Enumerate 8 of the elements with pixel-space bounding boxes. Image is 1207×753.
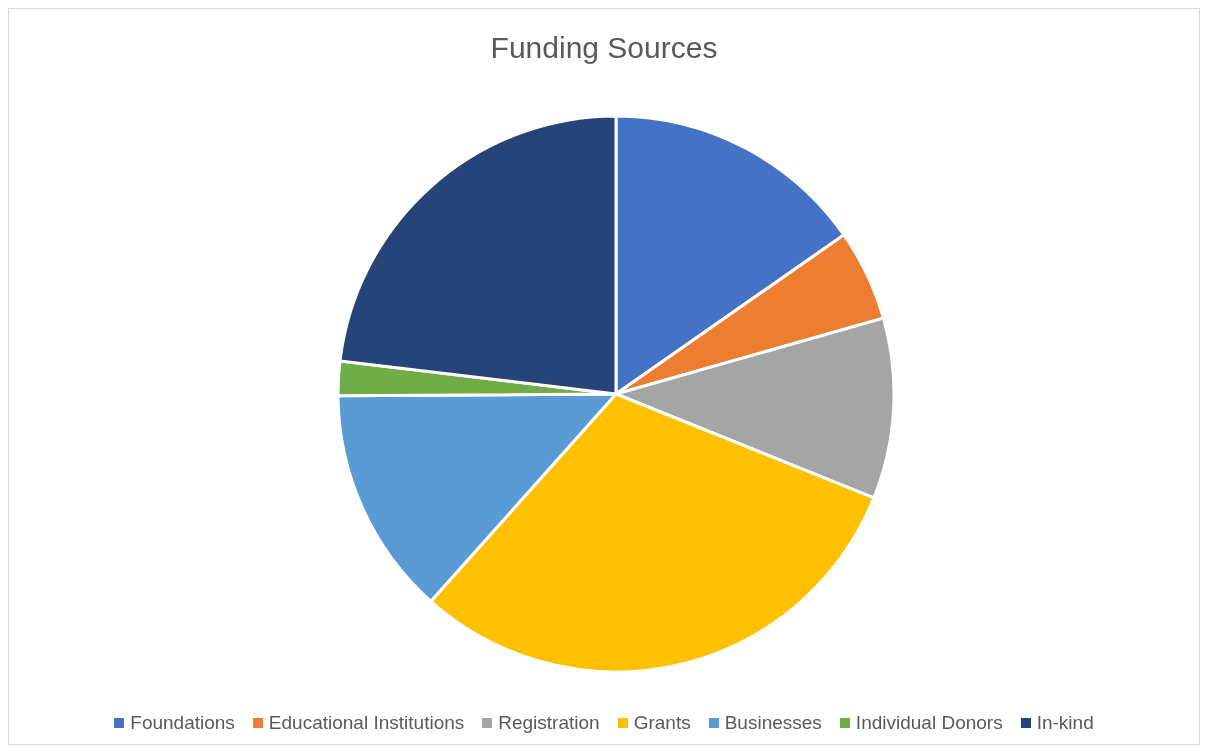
chart-title: Funding Sources [489, 31, 719, 65]
legend-label: Educational Institutions [267, 712, 465, 734]
legend-label: Registration [497, 712, 600, 734]
legend-label: Grants [632, 712, 691, 734]
legend-label: Individual Donors [854, 712, 1003, 734]
legend-label: Businesses [723, 712, 822, 734]
legend-label: Foundations [129, 712, 235, 734]
legend-label: In-kind [1035, 712, 1094, 734]
